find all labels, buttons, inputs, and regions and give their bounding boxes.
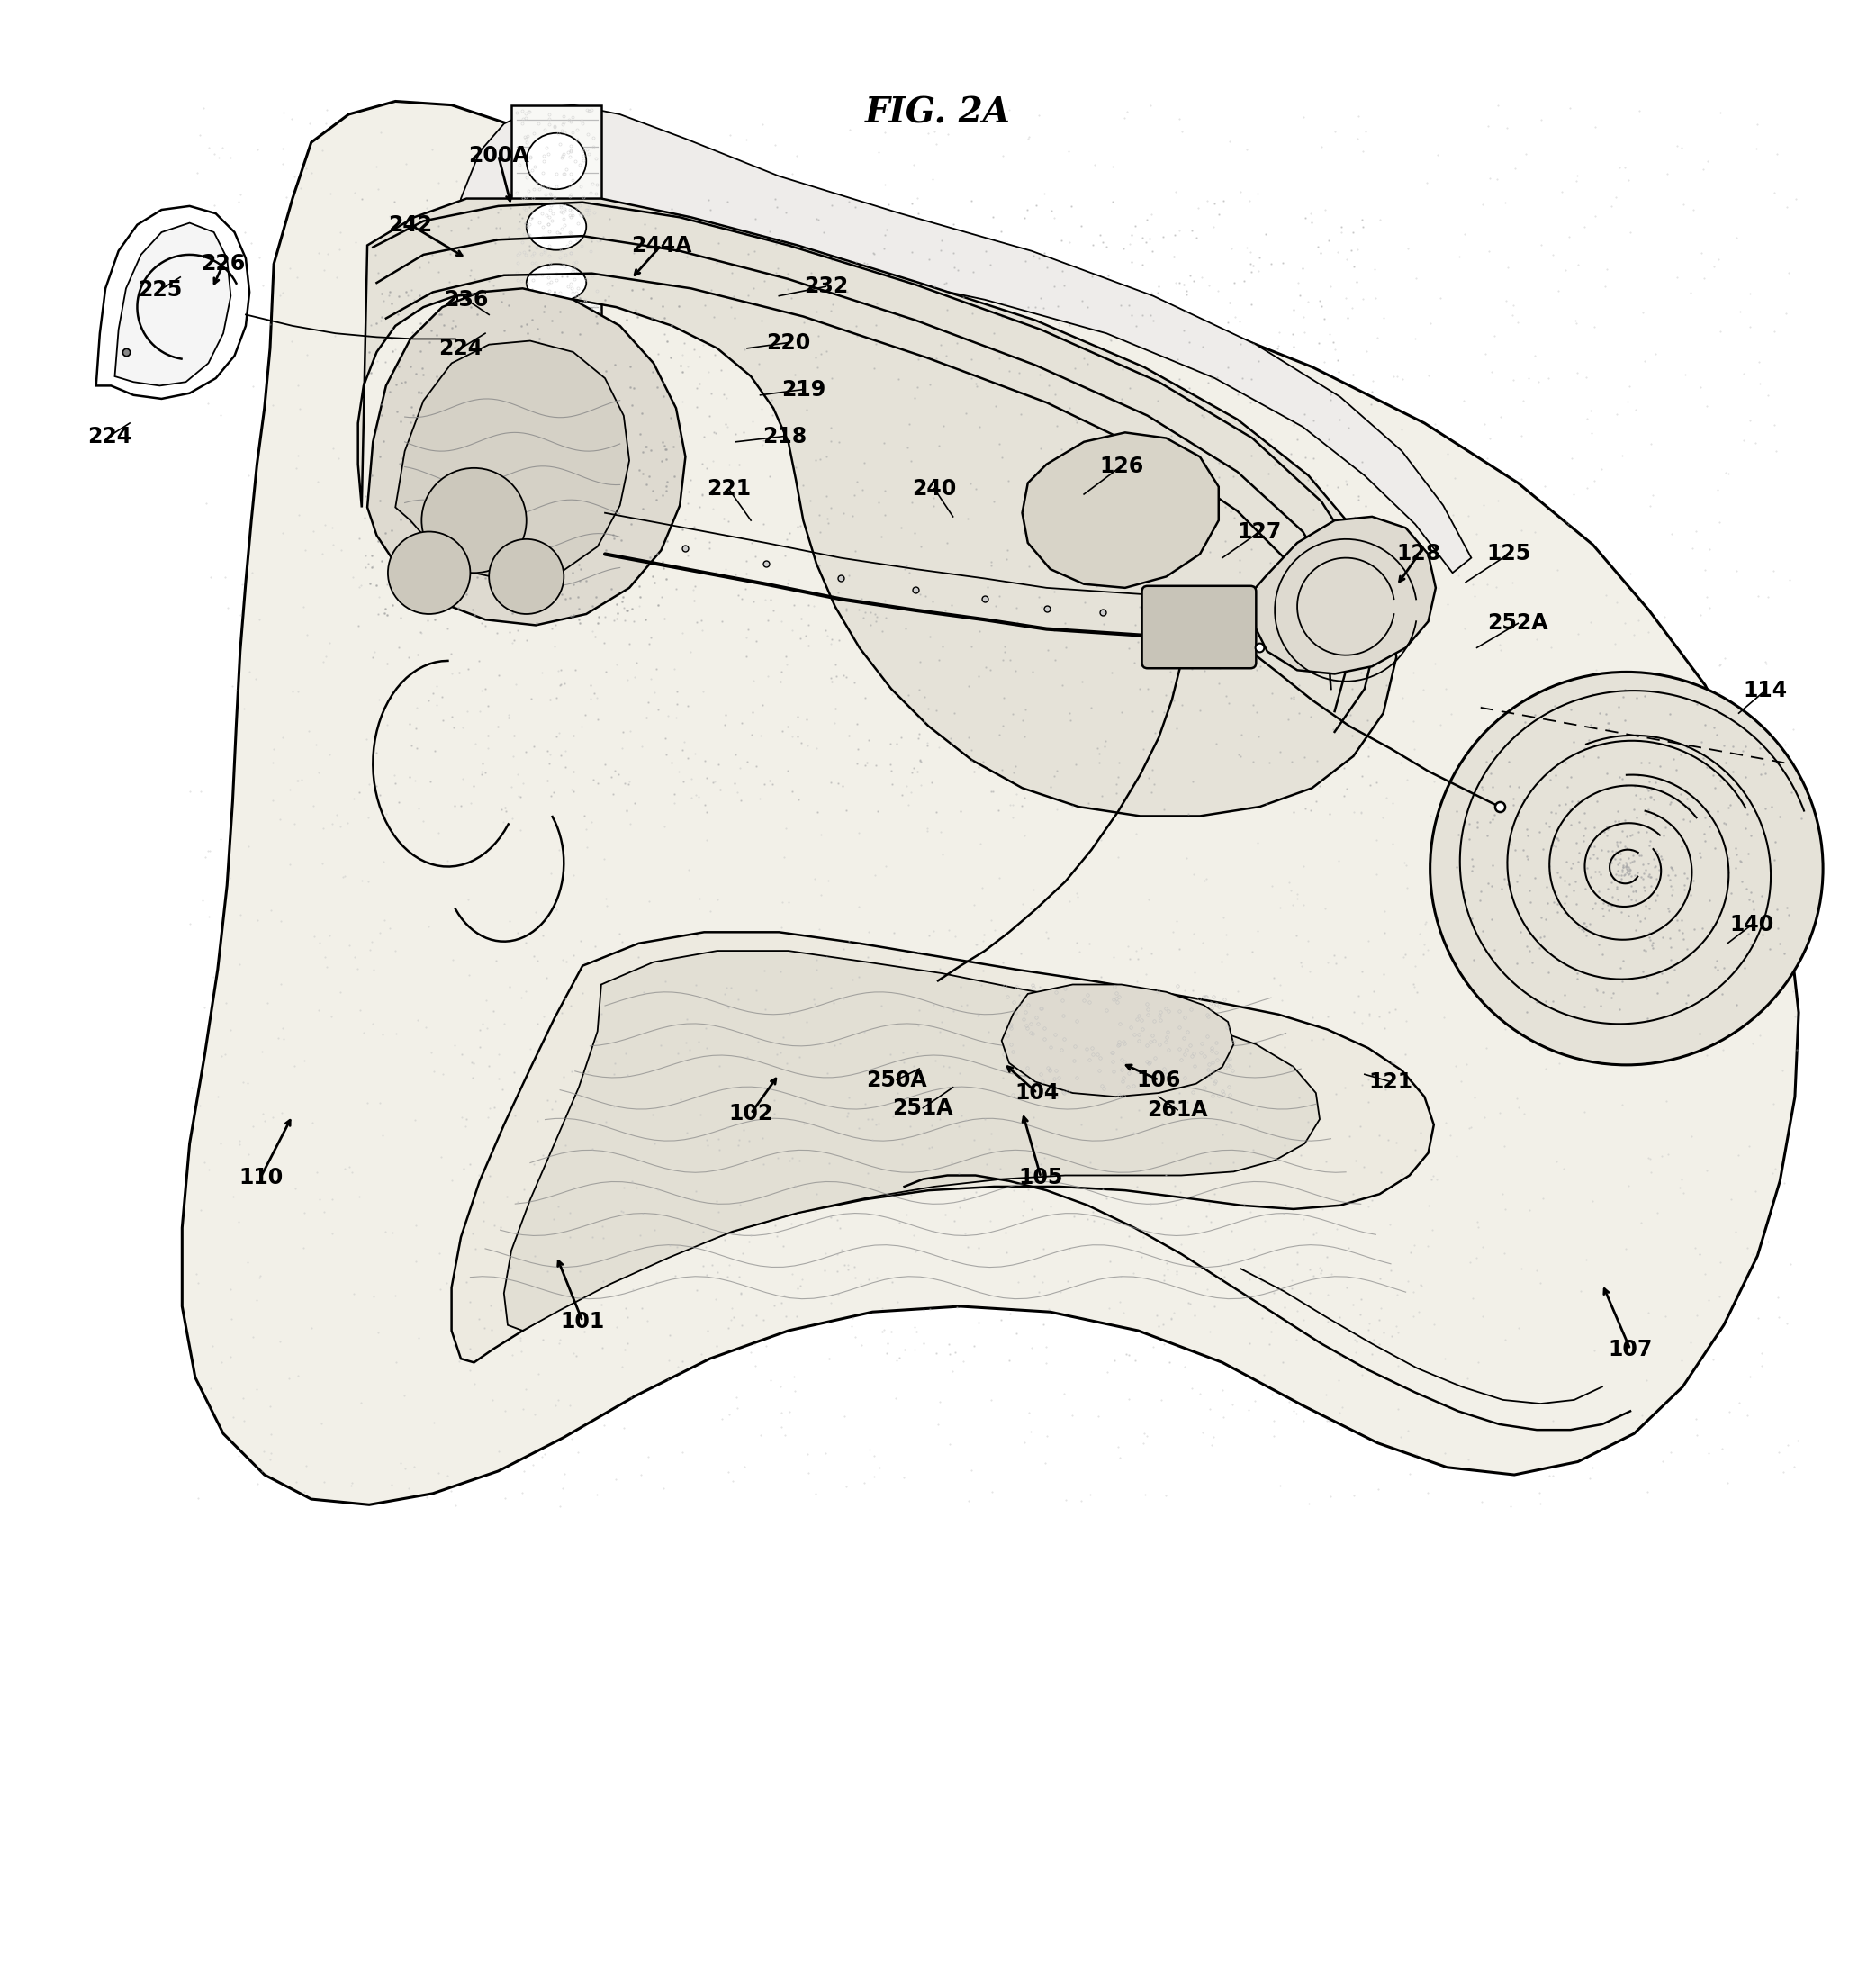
Polygon shape xyxy=(182,100,1799,1504)
Text: 121: 121 xyxy=(1369,1071,1413,1093)
Text: 106: 106 xyxy=(1137,1069,1182,1091)
Text: 220: 220 xyxy=(765,333,810,354)
Ellipse shape xyxy=(527,203,587,250)
Text: 126: 126 xyxy=(1099,455,1144,476)
Text: 104: 104 xyxy=(1015,1083,1060,1105)
Text: 101: 101 xyxy=(561,1311,604,1333)
FancyBboxPatch shape xyxy=(1142,587,1257,667)
Text: 240: 240 xyxy=(912,478,957,500)
Text: 107: 107 xyxy=(1608,1339,1653,1361)
Polygon shape xyxy=(114,222,231,386)
Ellipse shape xyxy=(527,134,587,189)
Text: 250A: 250A xyxy=(867,1069,927,1091)
Polygon shape xyxy=(368,287,685,626)
Text: 252A: 252A xyxy=(1488,612,1548,634)
Text: 221: 221 xyxy=(707,478,750,500)
Text: 242: 242 xyxy=(388,215,433,236)
Circle shape xyxy=(490,540,565,614)
Polygon shape xyxy=(1002,984,1234,1097)
Text: 140: 140 xyxy=(1730,914,1775,935)
Text: 226: 226 xyxy=(201,254,246,276)
Text: 219: 219 xyxy=(780,378,825,400)
Text: 125: 125 xyxy=(1486,543,1531,565)
Text: 218: 218 xyxy=(762,425,807,447)
Text: 127: 127 xyxy=(1238,522,1281,541)
Polygon shape xyxy=(512,104,600,352)
Text: 251A: 251A xyxy=(893,1097,953,1118)
Polygon shape xyxy=(1253,516,1435,673)
Circle shape xyxy=(1430,671,1823,1065)
Text: FIG. 2A: FIG. 2A xyxy=(865,96,1011,130)
Circle shape xyxy=(388,532,471,614)
Text: 200A: 200A xyxy=(467,146,529,165)
Text: 224: 224 xyxy=(439,337,482,358)
Text: 244A: 244A xyxy=(630,234,692,256)
Polygon shape xyxy=(358,199,1396,815)
Text: 102: 102 xyxy=(728,1103,773,1124)
Polygon shape xyxy=(467,221,508,358)
Text: 232: 232 xyxy=(803,276,848,297)
Circle shape xyxy=(422,469,527,573)
Polygon shape xyxy=(452,104,1471,573)
Text: 224: 224 xyxy=(86,425,131,447)
Text: 261A: 261A xyxy=(1146,1099,1208,1120)
Ellipse shape xyxy=(527,264,587,301)
Polygon shape xyxy=(96,207,250,400)
Polygon shape xyxy=(452,931,1433,1363)
Text: 110: 110 xyxy=(238,1166,283,1187)
Text: 114: 114 xyxy=(1743,679,1788,701)
Text: 128: 128 xyxy=(1396,543,1441,565)
Text: 105: 105 xyxy=(1019,1166,1064,1187)
Text: 236: 236 xyxy=(445,289,490,311)
Text: 225: 225 xyxy=(137,280,182,301)
Polygon shape xyxy=(1022,433,1219,589)
Polygon shape xyxy=(396,341,628,583)
Polygon shape xyxy=(505,951,1319,1331)
